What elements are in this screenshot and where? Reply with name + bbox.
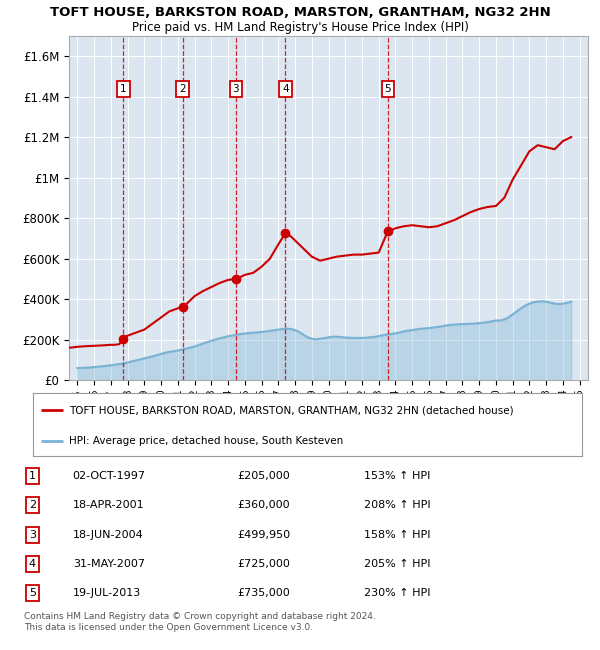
Text: £205,000: £205,000 — [237, 471, 290, 481]
Text: 205% ↑ HPI: 205% ↑ HPI — [364, 559, 430, 569]
Text: Price paid vs. HM Land Registry's House Price Index (HPI): Price paid vs. HM Land Registry's House … — [131, 21, 469, 34]
Text: £735,000: £735,000 — [237, 588, 290, 598]
Text: 5: 5 — [29, 588, 36, 598]
Text: HPI: Average price, detached house, South Kesteven: HPI: Average price, detached house, Sout… — [68, 436, 343, 446]
Text: Contains HM Land Registry data © Crown copyright and database right 2024.
This d: Contains HM Land Registry data © Crown c… — [24, 612, 376, 632]
Text: 1: 1 — [29, 471, 36, 481]
Text: 19-JUL-2013: 19-JUL-2013 — [73, 588, 141, 598]
Text: 02-OCT-1997: 02-OCT-1997 — [73, 471, 146, 481]
Text: 4: 4 — [282, 84, 289, 94]
Text: £499,950: £499,950 — [237, 530, 290, 540]
Text: £725,000: £725,000 — [237, 559, 290, 569]
Text: 2: 2 — [179, 84, 186, 94]
Text: £360,000: £360,000 — [237, 500, 290, 510]
Text: 230% ↑ HPI: 230% ↑ HPI — [364, 588, 430, 598]
Text: 18-JUN-2004: 18-JUN-2004 — [73, 530, 143, 540]
Text: 208% ↑ HPI: 208% ↑ HPI — [364, 500, 430, 510]
Text: 18-APR-2001: 18-APR-2001 — [73, 500, 145, 510]
Text: 153% ↑ HPI: 153% ↑ HPI — [364, 471, 430, 481]
Text: TOFT HOUSE, BARKSTON ROAD, MARSTON, GRANTHAM, NG32 2HN (detached house): TOFT HOUSE, BARKSTON ROAD, MARSTON, GRAN… — [68, 406, 514, 415]
Text: TOFT HOUSE, BARKSTON ROAD, MARSTON, GRANTHAM, NG32 2HN: TOFT HOUSE, BARKSTON ROAD, MARSTON, GRAN… — [50, 6, 550, 20]
Text: 2: 2 — [29, 500, 36, 510]
Text: 31-MAY-2007: 31-MAY-2007 — [73, 559, 145, 569]
Text: 1: 1 — [120, 84, 127, 94]
Text: 5: 5 — [385, 84, 391, 94]
Text: 158% ↑ HPI: 158% ↑ HPI — [364, 530, 430, 540]
Text: 3: 3 — [29, 530, 36, 540]
Text: 4: 4 — [29, 559, 36, 569]
Text: 3: 3 — [232, 84, 239, 94]
